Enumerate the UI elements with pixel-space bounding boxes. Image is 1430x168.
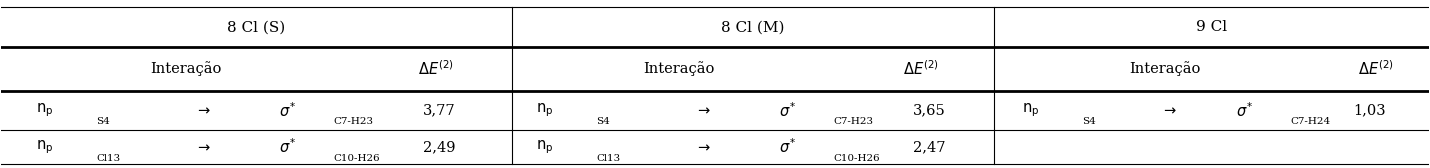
Text: C10-H26: C10-H26 — [333, 154, 380, 163]
Text: 9 Cl: 9 Cl — [1195, 20, 1227, 34]
Text: Cl13: Cl13 — [596, 154, 621, 163]
Text: $\sigma^{*}$: $\sigma^{*}$ — [779, 138, 797, 156]
Text: $\Delta E^{(2)}$: $\Delta E^{(2)}$ — [902, 60, 938, 78]
Text: $\mathregular{n}_{\mathregular{p}}$: $\mathregular{n}_{\mathregular{p}}$ — [536, 101, 553, 119]
Text: 2,47: 2,47 — [912, 140, 945, 154]
Text: S4: S4 — [1083, 117, 1095, 126]
Text: 8 Cl (S): 8 Cl (S) — [227, 20, 286, 34]
Text: $\sigma^{*}$: $\sigma^{*}$ — [779, 101, 797, 120]
Text: $\mathregular{n}_{\mathregular{p}}$: $\mathregular{n}_{\mathregular{p}}$ — [36, 101, 54, 119]
Text: $\rightarrow$: $\rightarrow$ — [196, 103, 212, 118]
Text: C7-H24: C7-H24 — [1291, 117, 1331, 126]
Text: 1,03: 1,03 — [1353, 103, 1386, 117]
Text: $\mathregular{n}_{\mathregular{p}}$: $\mathregular{n}_{\mathregular{p}}$ — [1022, 101, 1040, 119]
Text: Interação: Interação — [644, 61, 715, 76]
Text: S4: S4 — [596, 117, 611, 126]
Text: $\mathregular{n}_{\mathregular{p}}$: $\mathregular{n}_{\mathregular{p}}$ — [36, 138, 54, 156]
Text: $\rightarrow$: $\rightarrow$ — [1161, 103, 1177, 118]
Text: $\sigma^{*}$: $\sigma^{*}$ — [279, 101, 296, 120]
Text: $\rightarrow$: $\rightarrow$ — [695, 139, 712, 154]
Text: C7-H23: C7-H23 — [333, 117, 373, 126]
Text: Interação: Interação — [1130, 61, 1201, 76]
Text: C7-H23: C7-H23 — [834, 117, 874, 126]
Text: $\sigma^{*}$: $\sigma^{*}$ — [1237, 101, 1253, 120]
Text: $\mathregular{n}_{\mathregular{p}}$: $\mathregular{n}_{\mathregular{p}}$ — [536, 138, 553, 156]
Text: $\sigma^{*}$: $\sigma^{*}$ — [279, 138, 296, 156]
Text: $\rightarrow$: $\rightarrow$ — [695, 103, 712, 118]
Text: 3,77: 3,77 — [423, 103, 456, 117]
Text: 8 Cl (M): 8 Cl (M) — [721, 20, 785, 34]
Text: 2,49: 2,49 — [423, 140, 456, 154]
Text: C10-H26: C10-H26 — [834, 154, 881, 163]
Text: 3,65: 3,65 — [912, 103, 945, 117]
Text: Interação: Interação — [150, 61, 222, 76]
Text: $\Delta E^{(2)}$: $\Delta E^{(2)}$ — [419, 60, 455, 78]
Text: S4: S4 — [96, 117, 110, 126]
Text: $\Delta E^{(2)}$: $\Delta E^{(2)}$ — [1358, 60, 1394, 78]
Text: Cl13: Cl13 — [96, 154, 120, 163]
Text: $\rightarrow$: $\rightarrow$ — [196, 139, 212, 154]
